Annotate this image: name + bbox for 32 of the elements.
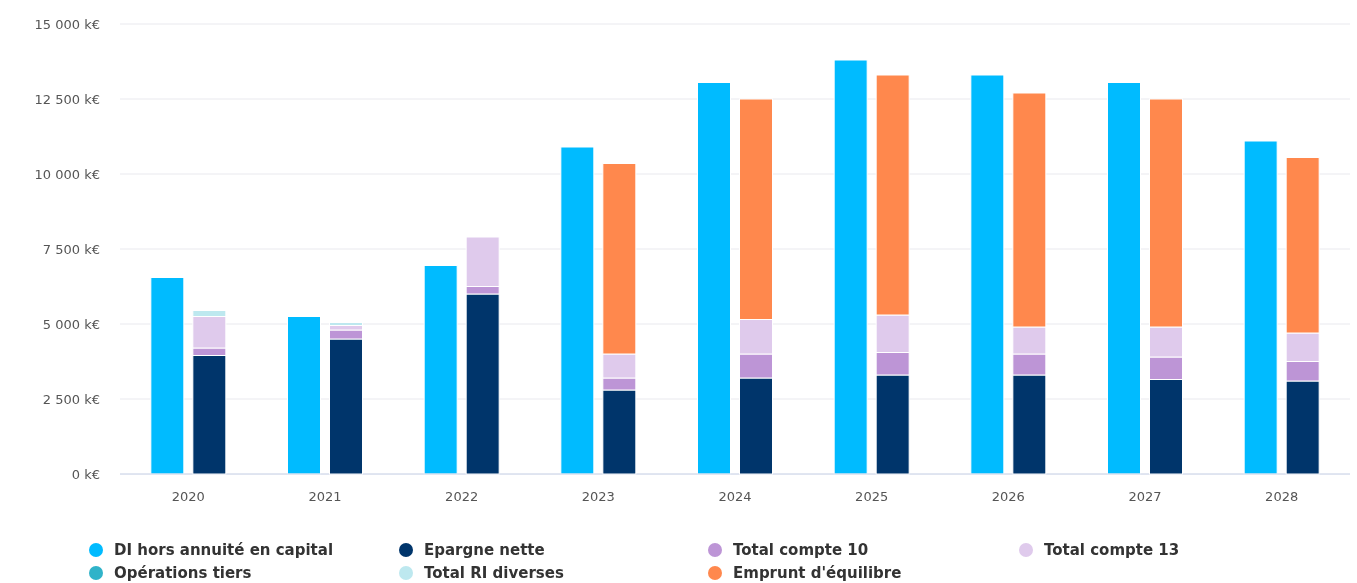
x-tick-label: 2024	[718, 489, 752, 504]
x-tick-label: 2026	[991, 489, 1025, 504]
x-tick-label: 2028	[1265, 489, 1299, 504]
y-tick-label: 12 500 k€	[34, 91, 100, 107]
legend-label: Opérations tiers	[114, 564, 252, 583]
y-tick-label: 5 000 k€	[42, 316, 100, 332]
legend-label: Emprunt d'équilibre	[733, 564, 902, 583]
bar	[697, 82, 731, 475]
y-tick-label: 0 k€	[71, 466, 100, 482]
x-tick-label: 2022	[445, 489, 479, 504]
y-tick-label: 10 000 k€	[34, 166, 100, 182]
legend-label: Total compte 10	[733, 541, 869, 560]
bar	[150, 277, 185, 475]
bar	[970, 74, 1005, 475]
x-tick-label: 2027	[1128, 489, 1162, 504]
bar	[1243, 140, 1278, 475]
bar	[287, 316, 321, 475]
bar	[423, 265, 458, 475]
legend-label: Total RI diverses	[424, 564, 564, 583]
y-tick-label: 7 500 k€	[42, 241, 100, 257]
x-tick-label: 2020	[171, 489, 205, 504]
legend-label: Epargne nette	[424, 541, 545, 560]
bar	[1107, 82, 1141, 475]
x-tick-label: 2025	[855, 489, 889, 504]
y-tick-label: 15 000 k€	[34, 16, 100, 32]
x-tick-label: 2023	[581, 489, 615, 504]
y-tick-label: 2 500 k€	[42, 391, 100, 407]
bar	[833, 59, 868, 475]
legend-label: Total compte 13	[1044, 541, 1180, 560]
x-tick-label: 2021	[308, 489, 342, 504]
bar	[560, 146, 595, 475]
legend-label: DI hors annuité en capital	[114, 541, 334, 560]
